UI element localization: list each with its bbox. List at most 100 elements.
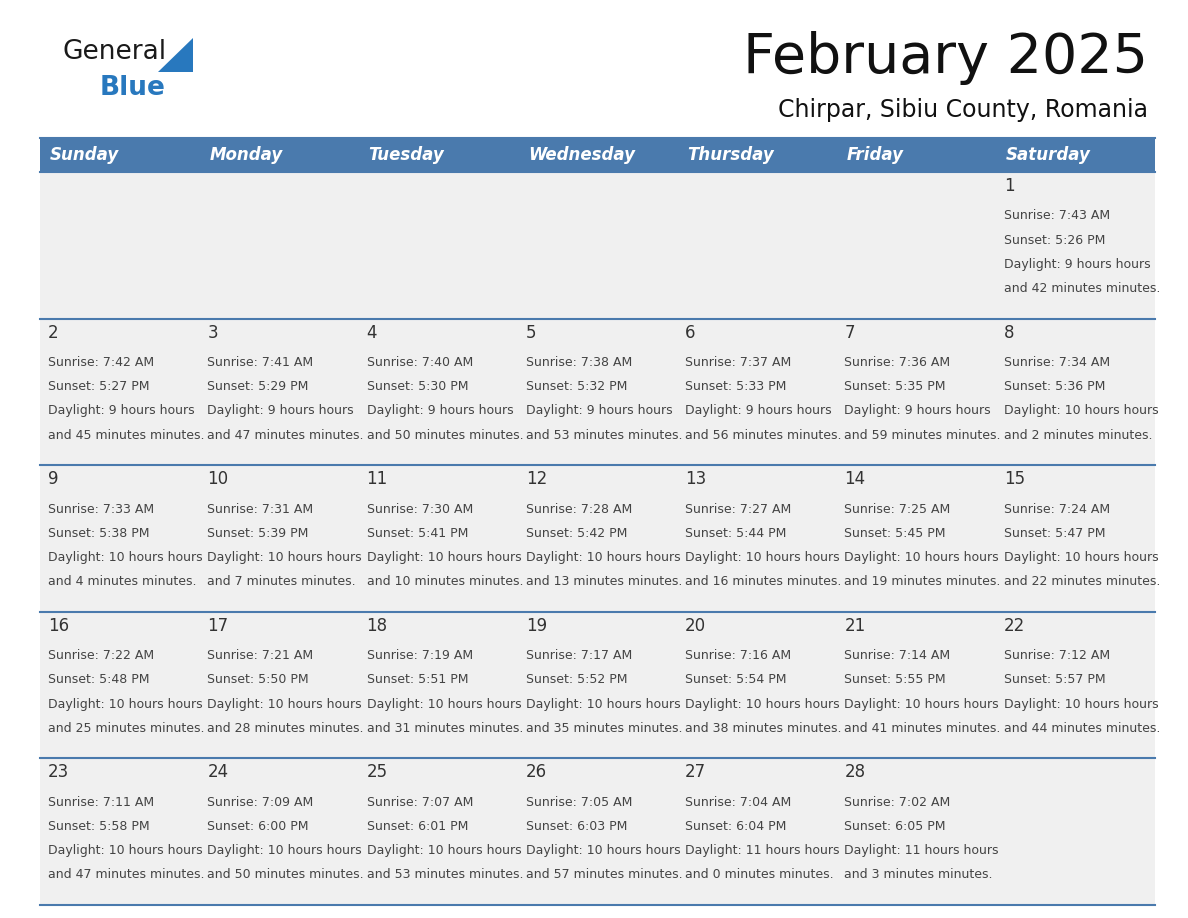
Text: 13: 13 [685,470,707,488]
Text: Daylight: 10 hours hours: Daylight: 10 hours hours [207,845,362,857]
Text: General: General [62,39,166,65]
Text: Sunset: 5:44 PM: Sunset: 5:44 PM [685,527,786,540]
Text: Sunset: 5:32 PM: Sunset: 5:32 PM [526,380,627,393]
Text: and 45 minutes minutes.: and 45 minutes minutes. [48,429,204,442]
Text: Sunset: 5:54 PM: Sunset: 5:54 PM [685,674,786,687]
Text: Daylight: 9 hours hours: Daylight: 9 hours hours [1004,258,1150,271]
Text: 12: 12 [526,470,548,488]
Text: Daylight: 10 hours hours: Daylight: 10 hours hours [845,698,999,711]
Text: 23: 23 [48,764,69,781]
Text: and 57 minutes minutes.: and 57 minutes minutes. [526,868,682,881]
Text: Sunrise: 7:38 AM: Sunrise: 7:38 AM [526,356,632,369]
Text: Daylight: 9 hours hours: Daylight: 9 hours hours [845,405,991,418]
Text: Wednesday: Wednesday [527,146,634,164]
Text: Daylight: 10 hours hours: Daylight: 10 hours hours [48,551,203,564]
Text: Thursday: Thursday [687,146,773,164]
Text: and 28 minutes minutes.: and 28 minutes minutes. [207,722,364,734]
Text: and 44 minutes minutes.: and 44 minutes minutes. [1004,722,1161,734]
Text: Sunrise: 7:07 AM: Sunrise: 7:07 AM [367,796,473,809]
Text: Daylight: 10 hours hours: Daylight: 10 hours hours [1004,551,1158,564]
Text: Sunrise: 7:19 AM: Sunrise: 7:19 AM [367,649,473,662]
Text: and 10 minutes minutes.: and 10 minutes minutes. [367,576,523,588]
Text: 17: 17 [207,617,228,635]
Text: and 47 minutes minutes.: and 47 minutes minutes. [207,429,364,442]
Text: 1: 1 [1004,177,1015,195]
Text: Sunset: 5:36 PM: Sunset: 5:36 PM [1004,380,1105,393]
Text: 10: 10 [207,470,228,488]
Text: 22: 22 [1004,617,1025,635]
Text: Sunrise: 7:33 AM: Sunrise: 7:33 AM [48,503,154,516]
Text: Friday: Friday [846,146,903,164]
Text: Sunrise: 7:04 AM: Sunrise: 7:04 AM [685,796,791,809]
Text: Sunset: 6:04 PM: Sunset: 6:04 PM [685,820,786,833]
Bar [40,138,1155,172]
Text: Sunday: Sunday [50,146,119,164]
Text: Daylight: 10 hours hours: Daylight: 10 hours hours [48,845,203,857]
Text: 26: 26 [526,764,546,781]
Text: and 53 minutes minutes.: and 53 minutes minutes. [526,429,682,442]
Text: and 50 minutes minutes.: and 50 minutes minutes. [207,868,364,881]
Text: Sunset: 5:35 PM: Sunset: 5:35 PM [845,380,946,393]
Text: 21: 21 [845,617,866,635]
Text: Daylight: 10 hours hours: Daylight: 10 hours hours [367,845,522,857]
Text: Sunset: 5:55 PM: Sunset: 5:55 PM [845,674,946,687]
Text: Daylight: 9 hours hours: Daylight: 9 hours hours [367,405,513,418]
Text: Sunrise: 7:42 AM: Sunrise: 7:42 AM [48,356,154,369]
Text: and 7 minutes minutes.: and 7 minutes minutes. [207,576,356,588]
Text: Sunset: 5:39 PM: Sunset: 5:39 PM [207,527,309,540]
Text: Sunrise: 7:21 AM: Sunrise: 7:21 AM [207,649,314,662]
Text: Sunrise: 7:27 AM: Sunrise: 7:27 AM [685,503,791,516]
Text: Daylight: 10 hours hours: Daylight: 10 hours hours [367,551,522,564]
Text: Sunrise: 7:11 AM: Sunrise: 7:11 AM [48,796,154,809]
Text: and 22 minutes minutes.: and 22 minutes minutes. [1004,576,1161,588]
Text: Sunset: 5:26 PM: Sunset: 5:26 PM [1004,234,1105,247]
Text: and 56 minutes minutes.: and 56 minutes minutes. [685,429,841,442]
Text: Daylight: 9 hours hours: Daylight: 9 hours hours [207,405,354,418]
Text: Sunset: 5:51 PM: Sunset: 5:51 PM [367,674,468,687]
Text: and 53 minutes minutes.: and 53 minutes minutes. [367,868,523,881]
Text: 7: 7 [845,324,855,341]
Text: Sunset: 5:30 PM: Sunset: 5:30 PM [367,380,468,393]
Bar [40,611,1155,758]
Text: Sunrise: 7:34 AM: Sunrise: 7:34 AM [1004,356,1110,369]
Text: Sunrise: 7:02 AM: Sunrise: 7:02 AM [845,796,950,809]
Text: 19: 19 [526,617,546,635]
Text: Sunrise: 7:05 AM: Sunrise: 7:05 AM [526,796,632,809]
Text: Sunrise: 7:17 AM: Sunrise: 7:17 AM [526,649,632,662]
Text: 16: 16 [48,617,69,635]
Text: Sunrise: 7:41 AM: Sunrise: 7:41 AM [207,356,314,369]
Text: Tuesday: Tuesday [368,146,444,164]
Text: Sunrise: 7:09 AM: Sunrise: 7:09 AM [207,796,314,809]
Text: and 59 minutes minutes.: and 59 minutes minutes. [845,429,1001,442]
Text: Daylight: 10 hours hours: Daylight: 10 hours hours [845,551,999,564]
Text: Daylight: 9 hours hours: Daylight: 9 hours hours [685,405,832,418]
Bar [40,758,1155,905]
Text: Sunrise: 7:25 AM: Sunrise: 7:25 AM [845,503,950,516]
Text: and 31 minutes minutes.: and 31 minutes minutes. [367,722,523,734]
Text: and 35 minutes minutes.: and 35 minutes minutes. [526,722,682,734]
Text: and 3 minutes minutes.: and 3 minutes minutes. [845,868,993,881]
Text: Daylight: 10 hours hours: Daylight: 10 hours hours [685,698,840,711]
Text: 20: 20 [685,617,707,635]
Text: Daylight: 10 hours hours: Daylight: 10 hours hours [207,698,362,711]
Text: Sunset: 5:48 PM: Sunset: 5:48 PM [48,674,150,687]
Text: 24: 24 [207,764,228,781]
Text: and 4 minutes minutes.: and 4 minutes minutes. [48,576,196,588]
Text: February 2025: February 2025 [742,31,1148,85]
Text: 15: 15 [1004,470,1025,488]
Text: Sunset: 5:42 PM: Sunset: 5:42 PM [526,527,627,540]
Text: 5: 5 [526,324,536,341]
Text: Chirpar, Sibiu County, Romania: Chirpar, Sibiu County, Romania [778,98,1148,122]
Text: and 25 minutes minutes.: and 25 minutes minutes. [48,722,204,734]
Text: Blue: Blue [100,75,166,101]
Text: Sunrise: 7:40 AM: Sunrise: 7:40 AM [367,356,473,369]
Text: Sunset: 5:50 PM: Sunset: 5:50 PM [207,674,309,687]
Text: 6: 6 [685,324,696,341]
Text: Sunrise: 7:24 AM: Sunrise: 7:24 AM [1004,503,1110,516]
Text: Daylight: 10 hours hours: Daylight: 10 hours hours [1004,698,1158,711]
Bar [40,465,1155,611]
Text: Sunset: 5:27 PM: Sunset: 5:27 PM [48,380,150,393]
Text: Monday: Monday [209,146,283,164]
Text: Daylight: 9 hours hours: Daylight: 9 hours hours [48,405,195,418]
Text: Daylight: 11 hours hours: Daylight: 11 hours hours [685,845,840,857]
